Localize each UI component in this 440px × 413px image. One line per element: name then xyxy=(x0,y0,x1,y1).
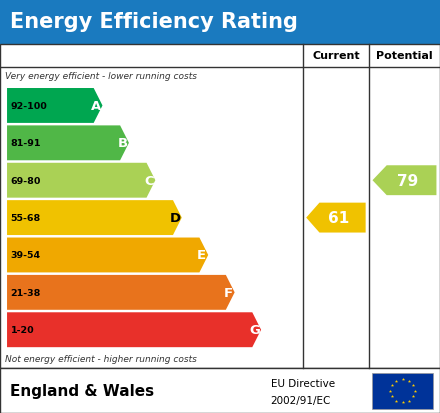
Polygon shape xyxy=(7,238,208,273)
Text: Very energy efficient - lower running costs: Very energy efficient - lower running co… xyxy=(5,72,197,81)
Text: E: E xyxy=(197,249,206,262)
Text: A: A xyxy=(91,100,101,113)
Text: Energy Efficiency Rating: Energy Efficiency Rating xyxy=(10,12,297,32)
Polygon shape xyxy=(306,203,366,233)
Bar xyxy=(0,45,440,368)
Text: B: B xyxy=(117,137,127,150)
Polygon shape xyxy=(7,89,103,123)
Bar xyxy=(0,368,440,413)
Text: Current: Current xyxy=(312,51,360,61)
Text: EU Directive: EU Directive xyxy=(271,377,335,388)
Text: Not energy efficient - higher running costs: Not energy efficient - higher running co… xyxy=(5,354,197,363)
Text: 55-68: 55-68 xyxy=(11,214,41,223)
Polygon shape xyxy=(373,166,436,196)
Text: G: G xyxy=(249,323,260,337)
Text: 92-100: 92-100 xyxy=(11,102,48,111)
Text: D: D xyxy=(169,211,181,225)
Text: 69-80: 69-80 xyxy=(11,176,41,185)
Text: 81-91: 81-91 xyxy=(11,139,41,148)
Polygon shape xyxy=(7,313,261,347)
Text: 1-20: 1-20 xyxy=(11,325,34,335)
Text: 79: 79 xyxy=(397,173,418,188)
Polygon shape xyxy=(7,126,129,161)
Text: 61: 61 xyxy=(328,211,349,225)
Text: 21-38: 21-38 xyxy=(11,288,41,297)
Text: England & Wales: England & Wales xyxy=(10,383,154,398)
Bar xyxy=(372,373,433,408)
Text: F: F xyxy=(224,286,233,299)
Text: 2002/91/EC: 2002/91/EC xyxy=(271,396,331,406)
Polygon shape xyxy=(7,164,155,198)
Text: C: C xyxy=(144,174,154,187)
Text: Potential: Potential xyxy=(376,51,433,61)
Polygon shape xyxy=(7,201,182,235)
Polygon shape xyxy=(7,275,235,310)
Bar xyxy=(0,0,440,45)
Text: 39-54: 39-54 xyxy=(11,251,40,260)
